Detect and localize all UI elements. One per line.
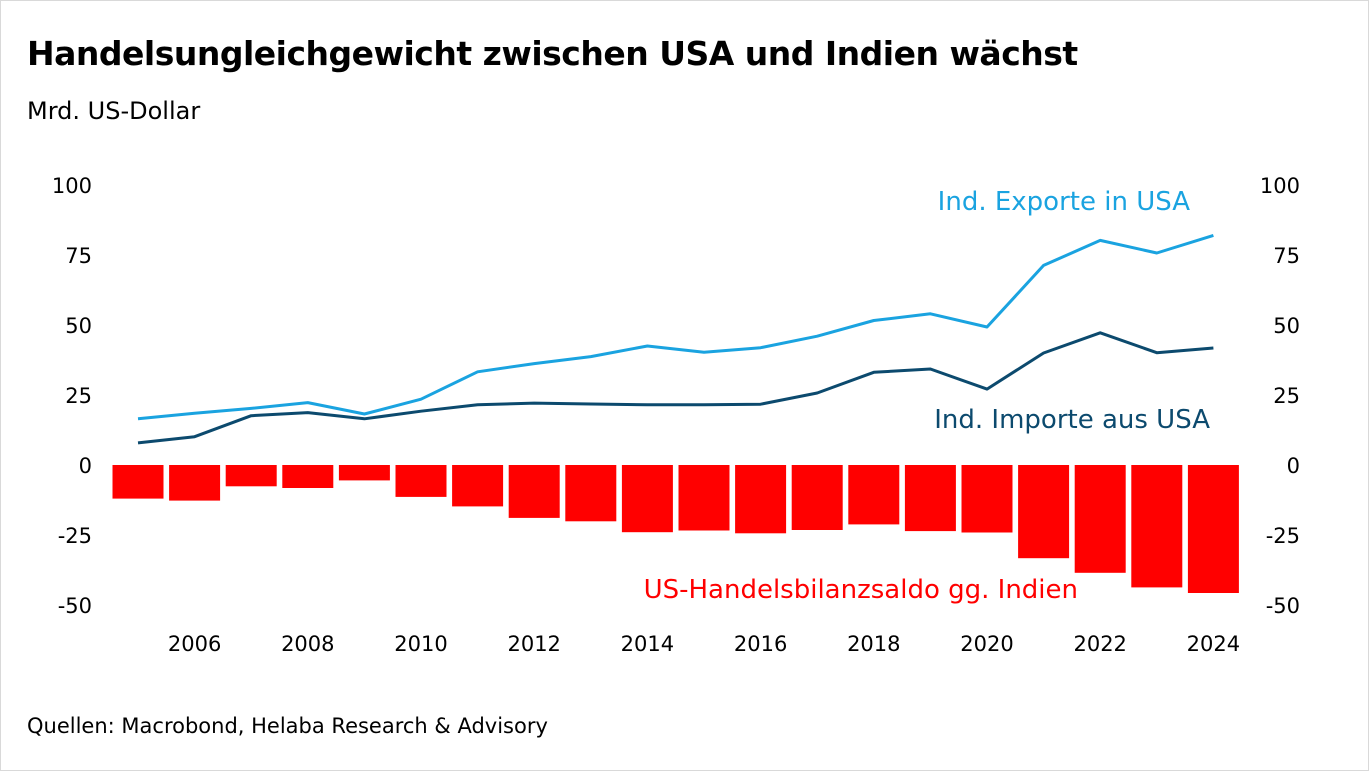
x-tick-label: 2020 <box>960 632 1013 656</box>
balance-bar <box>282 465 334 488</box>
balance-bar <box>112 465 164 499</box>
balance-bar <box>735 465 787 534</box>
balance-bar <box>621 465 673 533</box>
balance-bar <box>1187 465 1239 593</box>
balance-bar <box>961 465 1013 533</box>
balance-bar <box>338 465 390 481</box>
balance-bar <box>565 465 617 522</box>
series-lines <box>137 233 1214 445</box>
balance-bar <box>848 465 900 525</box>
y-tick-label-right: 100 <box>1260 174 1300 198</box>
y-axis-left: 100 75 50 25 0 -25 -50 <box>52 174 92 618</box>
balance-bars <box>112 465 1239 593</box>
chart-unit-label: Mrd. US-Dollar <box>27 97 201 125</box>
x-tick-label: 2006 <box>168 632 221 656</box>
balance-bar <box>1074 465 1126 573</box>
y-tick-label-right: 25 <box>1273 384 1300 408</box>
y-tick-label-left: 0 <box>79 454 92 478</box>
balance-series-label: US-Handelsbilanzsaldo gg. Indien <box>644 575 1078 605</box>
y-tick-label-left: -50 <box>58 594 92 618</box>
x-tick-label: 2014 <box>621 632 674 656</box>
imports-series-label: Ind. Importe aus USA <box>934 405 1210 435</box>
x-tick-label: 2016 <box>734 632 787 656</box>
x-tick-label: 2010 <box>394 632 447 656</box>
balance-bar <box>1018 465 1070 559</box>
balance-bar <box>791 465 843 530</box>
y-tick-label-right: 0 <box>1287 454 1300 478</box>
imports-line <box>137 331 1214 445</box>
x-tick-label: 2024 <box>1187 632 1240 656</box>
y-tick-label-left: 25 <box>65 384 92 408</box>
balance-bar <box>678 465 730 531</box>
exports-series-label: Ind. Exporte in USA <box>938 187 1191 217</box>
x-tick-label: 2008 <box>281 632 334 656</box>
balance-bar <box>395 465 447 497</box>
y-tick-label-left: 75 <box>65 244 92 268</box>
x-axis: 2006 2008 2010 2012 2014 2016 2018 2020 2022 2024 <box>168 632 1240 656</box>
chart-title: Handelsungleichgewicht zwischen USA und … <box>27 34 1078 73</box>
y-tick-label-left: 100 <box>52 174 92 198</box>
y-tick-label-left: 50 <box>65 314 92 338</box>
balance-bar <box>904 465 956 532</box>
y-tick-label-right: -50 <box>1266 594 1300 618</box>
x-tick-label: 2022 <box>1073 632 1126 656</box>
y-tick-label-left: -25 <box>58 524 92 548</box>
y-tick-label-right: -25 <box>1266 524 1300 548</box>
x-tick-label: 2012 <box>507 632 560 656</box>
balance-bar <box>1131 465 1183 588</box>
exports-line <box>137 233 1214 421</box>
balance-bar <box>452 465 504 507</box>
x-tick-label: 2018 <box>847 632 900 656</box>
balance-bar <box>169 465 221 501</box>
balance-bar <box>508 465 560 518</box>
source-note: Quellen: Macrobond, Helaba Research & Ad… <box>27 714 548 738</box>
y-tick-label-right: 75 <box>1273 244 1300 268</box>
balance-bar <box>225 465 277 487</box>
y-axis-right: 100 75 50 25 0 -25 -50 <box>1260 174 1300 618</box>
y-tick-label-right: 50 <box>1273 314 1300 338</box>
